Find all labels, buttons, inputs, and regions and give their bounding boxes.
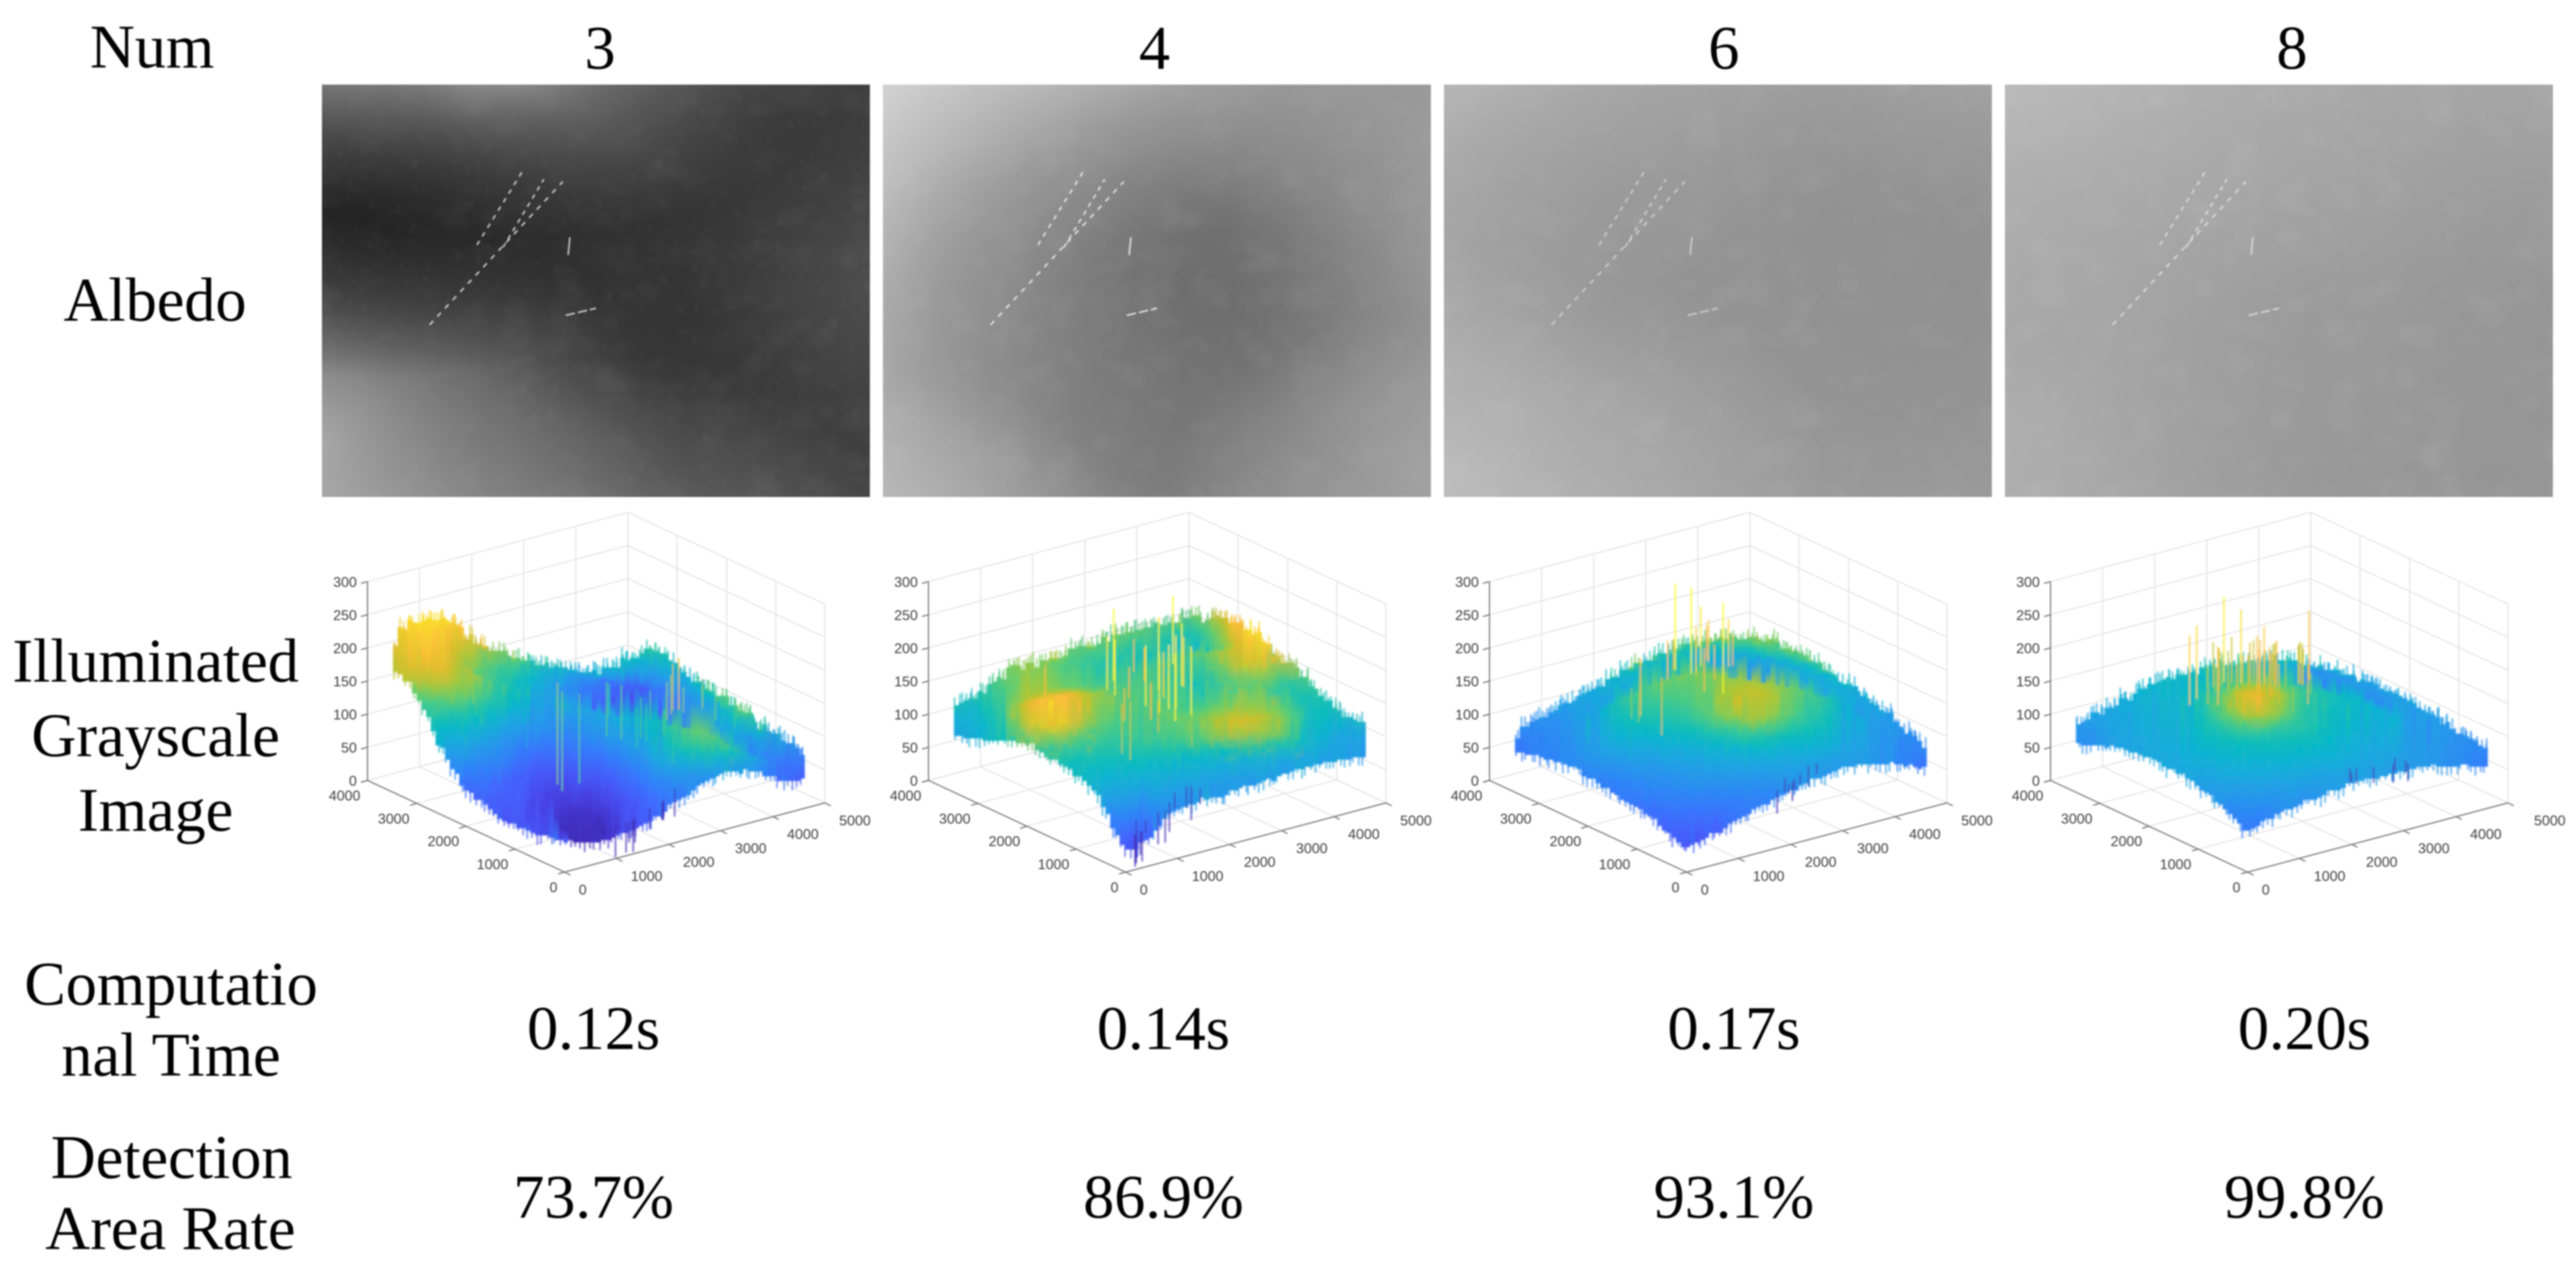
svg-text:250: 250 bbox=[333, 608, 357, 624]
svg-text:Area Rate: Area Rate bbox=[46, 1193, 296, 1263]
svg-text:Computatio: Computatio bbox=[24, 949, 318, 1018]
svg-text:0: 0 bbox=[550, 880, 557, 896]
svg-text:3000: 3000 bbox=[2061, 811, 2093, 827]
svg-text:100: 100 bbox=[1455, 707, 1479, 723]
svg-text:86.9%: 86.9% bbox=[1083, 1162, 1243, 1231]
svg-text:4: 4 bbox=[1139, 13, 1171, 82]
svg-text:4000: 4000 bbox=[2012, 788, 2043, 804]
svg-text:2000: 2000 bbox=[989, 834, 1020, 850]
svg-text:150: 150 bbox=[2016, 674, 2040, 690]
svg-text:0.17s: 0.17s bbox=[1668, 993, 1801, 1063]
svg-text:1000: 1000 bbox=[2314, 869, 2345, 885]
svg-text:1000: 1000 bbox=[477, 857, 508, 873]
svg-text:0: 0 bbox=[579, 882, 586, 898]
svg-text:0.14s: 0.14s bbox=[1097, 993, 1230, 1063]
svg-text:150: 150 bbox=[333, 674, 357, 690]
svg-text:4000: 4000 bbox=[1909, 827, 1940, 843]
svg-text:4000: 4000 bbox=[890, 788, 921, 804]
svg-text:4000: 4000 bbox=[1451, 788, 1482, 804]
svg-text:0: 0 bbox=[349, 773, 357, 789]
svg-text:50: 50 bbox=[1463, 740, 1479, 756]
svg-text:0.20s: 0.20s bbox=[2238, 993, 2371, 1063]
svg-text:0: 0 bbox=[910, 773, 918, 789]
svg-text:0: 0 bbox=[1471, 773, 1479, 789]
svg-text:3000: 3000 bbox=[1296, 841, 1327, 857]
svg-text:3000: 3000 bbox=[378, 811, 410, 827]
svg-text:1000: 1000 bbox=[631, 869, 662, 885]
svg-text:100: 100 bbox=[894, 707, 918, 723]
svg-text:Illuminated: Illuminated bbox=[12, 626, 299, 695]
svg-text:3000: 3000 bbox=[1857, 841, 1888, 857]
svg-text:300: 300 bbox=[894, 575, 918, 590]
svg-text:nal Time: nal Time bbox=[62, 1020, 281, 1089]
svg-text:2000: 2000 bbox=[683, 854, 714, 870]
svg-text:150: 150 bbox=[1455, 674, 1479, 690]
svg-text:Albedo: Albedo bbox=[63, 265, 246, 334]
svg-text:1000: 1000 bbox=[1753, 869, 1784, 885]
svg-text:Grayscale: Grayscale bbox=[31, 701, 280, 770]
svg-text:6: 6 bbox=[1708, 13, 1740, 82]
svg-text:250: 250 bbox=[894, 608, 918, 624]
svg-text:200: 200 bbox=[333, 641, 357, 657]
svg-text:50: 50 bbox=[2024, 740, 2040, 756]
svg-text:Image: Image bbox=[78, 775, 233, 844]
svg-text:0: 0 bbox=[1701, 882, 1708, 898]
svg-text:0: 0 bbox=[1140, 882, 1147, 898]
svg-text:50: 50 bbox=[902, 740, 918, 756]
svg-text:2000: 2000 bbox=[1805, 854, 1836, 870]
svg-text:3: 3 bbox=[585, 13, 616, 82]
svg-text:200: 200 bbox=[894, 641, 918, 657]
svg-text:Detection: Detection bbox=[51, 1122, 292, 1192]
svg-text:0.12s: 0.12s bbox=[527, 993, 660, 1063]
svg-text:0: 0 bbox=[1111, 880, 1118, 896]
svg-text:100: 100 bbox=[333, 707, 357, 723]
svg-text:0: 0 bbox=[1672, 880, 1679, 896]
svg-text:8: 8 bbox=[2277, 13, 2308, 82]
svg-text:200: 200 bbox=[2016, 641, 2040, 657]
svg-text:150: 150 bbox=[894, 674, 918, 690]
svg-text:1000: 1000 bbox=[1192, 869, 1223, 885]
svg-text:2000: 2000 bbox=[1244, 854, 1275, 870]
svg-text:1000: 1000 bbox=[1038, 857, 1069, 873]
svg-text:0: 0 bbox=[2032, 773, 2040, 789]
svg-text:99.8%: 99.8% bbox=[2224, 1162, 2384, 1231]
svg-text:4000: 4000 bbox=[1348, 827, 1379, 843]
svg-text:300: 300 bbox=[2016, 575, 2040, 590]
svg-text:300: 300 bbox=[333, 575, 357, 590]
svg-text:5000: 5000 bbox=[1961, 813, 1993, 829]
svg-text:5000: 5000 bbox=[2534, 813, 2565, 829]
svg-text:4000: 4000 bbox=[787, 827, 818, 843]
svg-text:3000: 3000 bbox=[735, 841, 766, 857]
svg-text:1000: 1000 bbox=[1599, 857, 1630, 873]
svg-text:1000: 1000 bbox=[2160, 857, 2191, 873]
svg-text:5000: 5000 bbox=[839, 813, 871, 829]
svg-text:3000: 3000 bbox=[2418, 841, 2449, 857]
svg-text:2000: 2000 bbox=[428, 834, 459, 850]
svg-text:93.1%: 93.1% bbox=[1653, 1162, 1814, 1231]
svg-text:0: 0 bbox=[2233, 880, 2240, 896]
svg-text:200: 200 bbox=[1455, 641, 1479, 657]
svg-text:250: 250 bbox=[1455, 608, 1479, 624]
svg-text:5000: 5000 bbox=[1400, 813, 1432, 829]
svg-text:2000: 2000 bbox=[1550, 834, 1581, 850]
svg-text:300: 300 bbox=[1455, 575, 1479, 590]
svg-text:3000: 3000 bbox=[939, 811, 971, 827]
svg-text:3000: 3000 bbox=[1500, 811, 1532, 827]
svg-text:Num: Num bbox=[90, 12, 214, 81]
svg-text:2000: 2000 bbox=[2111, 834, 2142, 850]
svg-text:50: 50 bbox=[341, 740, 357, 756]
svg-text:250: 250 bbox=[2016, 608, 2040, 624]
svg-text:73.7%: 73.7% bbox=[513, 1162, 673, 1231]
svg-text:4000: 4000 bbox=[329, 788, 360, 804]
svg-text:4000: 4000 bbox=[2470, 827, 2501, 843]
svg-text:2000: 2000 bbox=[2366, 854, 2397, 870]
svg-text:0: 0 bbox=[2262, 882, 2269, 898]
svg-text:100: 100 bbox=[2016, 707, 2040, 723]
